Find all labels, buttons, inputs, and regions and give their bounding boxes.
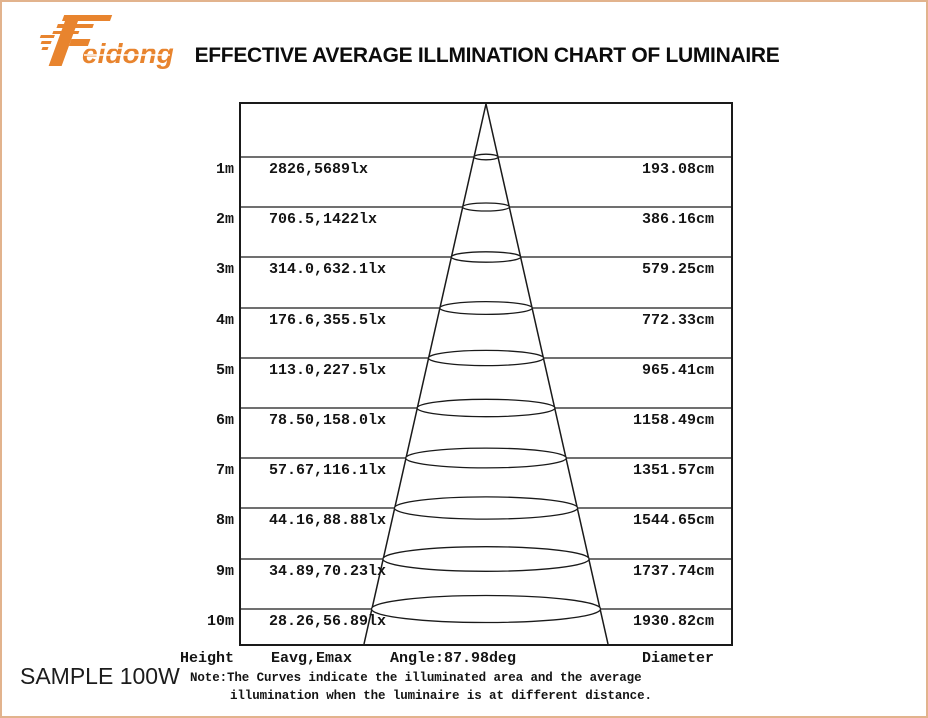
height-label: 3m	[215, 261, 234, 278]
eavg-emax-value: 176.6,355.5lx	[269, 312, 387, 329]
height-label: 6m	[215, 412, 234, 429]
illumination-chart-box	[239, 102, 733, 646]
eavg-emax-value: 314.0,632.1lx	[269, 261, 387, 278]
illumination-ellipse-9m	[382, 546, 590, 572]
table-row: 9m 34.89,70.23lx 1737.74cm	[2, 562, 926, 582]
height-label: 1m	[215, 161, 234, 178]
diameter-value: 1737.74cm	[632, 563, 714, 580]
eavg-emax-value: 2826,5689lx	[269, 161, 369, 178]
height-label: 10m	[206, 613, 234, 630]
illumination-ellipse-5m	[427, 349, 545, 367]
height-label: 9m	[215, 563, 234, 580]
eavg-emax-value: 78.50,158.0lx	[269, 412, 387, 429]
illumination-ellipse-4m	[439, 300, 533, 316]
illumination-ellipse-3m	[450, 251, 522, 263]
table-row: 3m 314.0,632.1lx 579.25cm	[2, 260, 926, 280]
height-column-label: Height	[179, 650, 234, 667]
sample-wattage-label: SAMPLE 100W	[20, 663, 180, 689]
column-labels: Height Eavg,Emax Angle:87.98deg Diameter	[2, 649, 926, 669]
diameter-value: 1930.82cm	[632, 613, 714, 630]
page-title: EFFECTIVE AVERAGE ILLMINATION CHART OF L…	[194, 44, 780, 67]
height-label: 4m	[215, 312, 234, 329]
note-line-2: illumination when the luminaire is at di…	[230, 689, 652, 703]
eavg-emax-value: 44.16,88.88lx	[269, 512, 387, 529]
height-label: 2m	[215, 211, 234, 228]
height-label: 8m	[215, 512, 234, 529]
eavg-emax-value: 57.67,116.1lx	[269, 462, 387, 479]
eavg-emax-column-label: Eavg,Emax	[271, 650, 353, 667]
diameter-value: 1544.65cm	[632, 512, 714, 529]
illumination-ellipse-6m	[416, 398, 556, 418]
illumination-ellipse-10m	[370, 594, 602, 624]
table-row: 2m 706.5,1422lx 386.16cm	[2, 210, 926, 230]
feidong-logo: eidong	[24, 10, 184, 74]
illumination-ellipse-8m	[393, 496, 579, 520]
table-row: 10m 28.26,56.89lx 1930.82cm	[2, 612, 926, 632]
eavg-emax-value: 34.89,70.23lx	[269, 563, 387, 580]
eavg-emax-value: 113.0,227.5lx	[269, 362, 387, 379]
cone-diagram	[241, 104, 731, 644]
logo-text: eidong	[82, 38, 174, 69]
chart-note: Note:The Curves indicate the illuminated…	[190, 669, 652, 705]
diameter-column-label: Diameter	[641, 650, 714, 667]
illumination-ellipse-1m	[473, 153, 499, 161]
table-row: 5m 113.0,227.5lx 965.41cm	[2, 361, 926, 381]
table-row: 6m 78.50,158.0lx 1158.49cm	[2, 411, 926, 431]
feidong-logo-icon: eidong	[39, 15, 174, 69]
diameter-value: 965.41cm	[641, 362, 714, 379]
height-label: 7m	[215, 462, 234, 479]
beam-angle-label: Angle:87.98deg	[390, 650, 517, 667]
table-row: 1m 2826,5689lx 193.08cm	[2, 160, 926, 180]
eavg-emax-value: 706.5,1422lx	[269, 211, 378, 228]
table-row: 8m 44.16,88.88lx 1544.65cm	[2, 511, 926, 531]
diameter-value: 772.33cm	[641, 312, 714, 329]
illumination-ellipse-2m	[461, 202, 511, 212]
cone-left-side	[363, 104, 487, 644]
diameter-value: 579.25cm	[641, 261, 714, 278]
eavg-emax-value: 28.26,56.89lx	[269, 613, 387, 630]
diameter-value: 193.08cm	[641, 161, 714, 178]
illumination-ellipse-7m	[405, 447, 567, 469]
table-row: 7m 57.67,116.1lx 1351.57cm	[2, 461, 926, 481]
diameter-value: 1351.57cm	[632, 462, 714, 479]
height-label: 5m	[215, 362, 234, 379]
diameter-value: 1158.49cm	[632, 412, 714, 429]
cone-right-side	[485, 104, 609, 644]
note-line-1: Note:The Curves indicate the illuminated…	[190, 671, 642, 685]
diameter-value: 386.16cm	[641, 211, 714, 228]
table-row: 4m 176.6,355.5lx 772.33cm	[2, 311, 926, 331]
